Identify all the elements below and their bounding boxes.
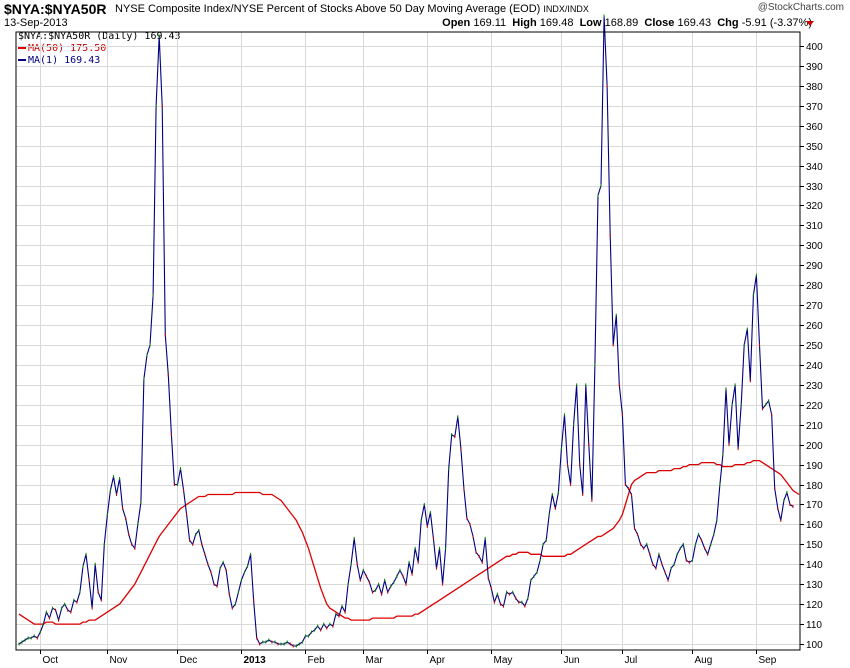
y-tick-label: 130	[806, 580, 823, 591]
y-tick-label: 320	[806, 201, 823, 212]
chart-symbol: $NYA:$NYA50R	[4, 1, 107, 17]
plot-frame	[15, 31, 801, 651]
chart-date: 13-Sep-2013	[4, 17, 68, 29]
chart-axes: 100 110 120 130 140 150 160 170 180 190 200 210 220 2…	[15, 31, 823, 666]
x-tick-label: Feb	[308, 655, 326, 666]
y-tick-label: 240	[806, 361, 823, 372]
x-tick-label: Sep	[759, 655, 777, 666]
y-tick-label: 400	[806, 42, 823, 53]
x-tick-label: Mar	[366, 655, 384, 666]
low-label: Low	[579, 17, 602, 29]
y-tick-label: 210	[806, 421, 823, 432]
y-tick-label: 180	[806, 481, 823, 492]
close-value: 169.43	[677, 17, 712, 29]
y-tick-label: 380	[806, 82, 823, 93]
y-tick-label: 170	[806, 500, 823, 511]
x-tick-label: Apr	[430, 655, 446, 666]
down-arrow-icon	[806, 21, 814, 26]
y-tick-label: 280	[806, 281, 823, 292]
y-tick-label: 190	[806, 461, 823, 472]
y-tick-label: 150	[806, 540, 823, 551]
legend-main-text: $NYA:$NYA50R (Daily) 169.43	[18, 31, 181, 42]
ma50-series	[18, 459, 800, 625]
high-value: 169.48	[539, 17, 574, 29]
close-label: Close	[644, 17, 675, 29]
chart-exchange: INDX/INDX	[543, 4, 589, 14]
price-line	[18, 16, 794, 647]
y-tick-label: 140	[806, 560, 823, 571]
y-tick-label: 290	[806, 261, 823, 272]
x-tick-label: Aug	[695, 655, 713, 666]
y-tick-label: 200	[806, 441, 823, 452]
y-tick-label: 300	[806, 241, 823, 252]
chg-label: Chg	[717, 17, 739, 29]
y-tick-label: 360	[806, 122, 823, 133]
stockcharts-watermark[interactable]: @StockCharts.com	[757, 2, 844, 13]
price-series	[18, 16, 794, 647]
legend-ma50-entry: MA(50) 175.50	[18, 43, 106, 54]
y-tick-label: 220	[806, 401, 823, 412]
ohlc-summary: Open 169.11 High 169.48 Low 168.89 Close…	[442, 17, 812, 29]
legend-ma1-swatch	[18, 59, 26, 61]
y-tick-label: 100	[806, 640, 823, 651]
x-tick-label: Jun	[564, 655, 580, 666]
legend-ma1-text: MA(1) 169.43	[28, 55, 101, 66]
open-label: Open	[442, 17, 471, 29]
chart-grid	[16, 32, 800, 650]
legend-main-entry: $NYA:$NYA50R (Daily) 169.43	[18, 31, 181, 42]
x-tick-label: Nov	[110, 655, 128, 666]
y-tick-label: 250	[806, 341, 823, 352]
y-tick-label: 270	[806, 301, 823, 312]
legend-ma50-swatch	[18, 47, 26, 49]
chart-description-text: NYSE Composite Index/NYSE Percent of Sto…	[115, 3, 541, 15]
legend-ma50-text: MA(50) 175.50	[28, 43, 107, 54]
ma50-line	[18, 459, 800, 625]
y-tick-label: 370	[806, 102, 823, 113]
y-tick-label: 260	[806, 321, 823, 332]
y-tick-label: 160	[806, 520, 823, 531]
high-label: High	[512, 17, 537, 29]
x-tick-label: 2013	[244, 655, 267, 666]
y-tick-label: 330	[806, 182, 823, 193]
x-tick-label: Oct	[43, 655, 59, 666]
y-tick-label: 110	[806, 620, 822, 631]
x-tick-label: Dec	[180, 655, 198, 666]
y-tick-label: 230	[806, 381, 823, 392]
low-value: 168.89	[604, 17, 639, 29]
open-value: 169.11	[473, 17, 507, 29]
chg-value: -5.91 (-3.37%)	[741, 17, 812, 29]
price-ticks	[18, 14, 794, 648]
chart-description: NYSE Composite Index/NYSE Percent of Sto…	[115, 3, 589, 15]
y-tick-label: 390	[806, 62, 823, 73]
y-tick-label: 350	[806, 142, 823, 153]
y-tick-label: 340	[806, 162, 823, 173]
y-tick-label: 310	[806, 221, 823, 232]
x-tick-label: May	[494, 655, 513, 666]
legend-ma1-entry: MA(1) 169.43	[18, 55, 100, 66]
y-tick-label: 120	[806, 600, 823, 611]
x-tick-label: Jul	[625, 655, 638, 666]
